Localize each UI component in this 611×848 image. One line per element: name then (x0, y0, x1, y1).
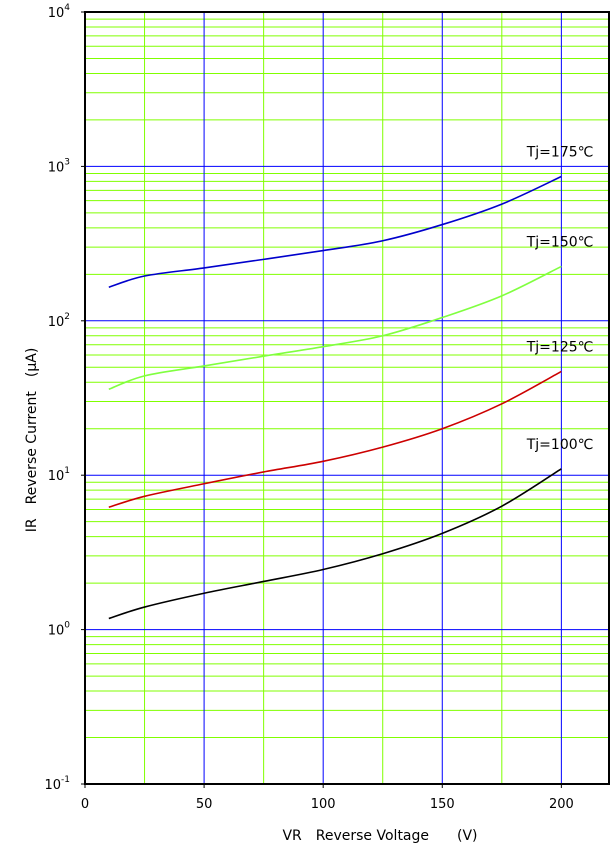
series-label-1: Tj=150℃ (526, 234, 594, 250)
x-tick-label: 50 (196, 797, 213, 812)
x-tick-label: 200 (549, 797, 574, 812)
y-axis-ticks: 10-1 100 101 102 103 104 (44, 3, 85, 793)
minor-grid (85, 12, 609, 784)
series-line-3 (108, 468, 562, 620)
series-labels: Tj=175℃ Tj=150℃ Tj=125℃ Tj=100℃ (526, 145, 594, 453)
x-tick-label: 0 (81, 797, 89, 812)
series-label-2: Tj=125℃ (526, 339, 594, 355)
plot-area-frame (84, 11, 610, 785)
major-grid (85, 11, 609, 785)
x-tick-label: 100 (311, 797, 336, 812)
y-tick-label: 102 (48, 312, 70, 330)
series-lines (108, 175, 562, 620)
y-tick-label: 100 (48, 621, 71, 639)
x-tick-label: 150 (430, 797, 455, 812)
x-axis-ticks: 0 50 100 150 200 (81, 784, 574, 812)
series-label-0: Tj=175℃ (526, 145, 594, 161)
series-line-0 (108, 175, 562, 288)
series-line-2 (108, 370, 562, 509)
series-line-1 (108, 265, 562, 391)
y-axis-title: IR Reverse Current (μA) (24, 348, 40, 533)
x-axis-title: VR Reverse Voltage (V) (282, 828, 477, 844)
y-tick-label: 10-1 (44, 775, 70, 793)
y-tick-label: 103 (48, 157, 70, 175)
series-label-3: Tj=100℃ (526, 437, 594, 453)
y-tick-label: 101 (48, 466, 70, 484)
y-tick-label: 104 (48, 3, 71, 21)
